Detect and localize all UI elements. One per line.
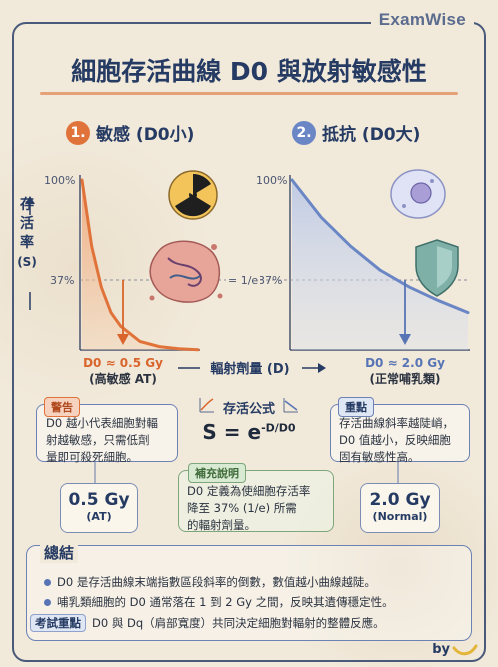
panel-right-title: 抵抗 (D0大) [322,125,421,145]
radiation-icon [168,170,218,220]
left-survival-curve [80,178,200,352]
y-axis-char-3: 率 [20,235,34,251]
keypoint-tag: 重點 [338,397,374,417]
right-y-37-label: 37% [258,274,283,287]
bullet-dot-icon [44,599,51,606]
left-y-100-label: 100% [44,174,76,187]
summary-title: 總結 [40,542,79,563]
exam-tag: 考試重點 [30,614,86,632]
warning-text: D0 越小代表細胞對輻 射越敏感，只需低劑 量即可殺死細胞。 [46,416,158,464]
page-title: 細胞存活曲線 D0 與放射敏感性 [71,57,427,86]
left-value-box: 0.5 Gy (AT) [60,483,138,533]
brand-logo: ExamWise [370,10,474,30]
left-value-main: 0.5 Gy [68,490,130,510]
supplement-box: D0 定義為使細胞存活率 降至 37% (1/e) 所需 的輻射劑量。 [178,470,334,532]
formula-base: S = e [202,420,262,444]
summary-exam-line: 考試重點 D0 與 Dq（肩部寬度）共同決定細胞對輻射的整體反應。 [30,614,385,632]
survival-formula: S = e-D/D0 [170,420,328,444]
y-axis-char-1: 存 [20,197,34,213]
right-survival-curve [290,178,470,315]
formula-exponent: -D/D0 [261,421,296,435]
panel-left-number: 1. [66,120,90,145]
panel-right-number: 2. [292,120,316,145]
byline: by [432,642,450,657]
right-d0-arrowhead [399,334,411,345]
exam-text: D0 與 Dq（肩部寬度）共同決定細胞對輻射的整體反應。 [92,616,385,630]
right-d0-description: (正常哺乳類) [369,372,441,386]
warning-box: D0 越小代表細胞對輻 射越敏感，只需低劑 量即可殺死細胞。 [36,404,178,464]
left-curve-area [82,180,198,350]
supplement-tag: 補充說明 [188,463,246,483]
y-axis-char-4: (S) [17,255,37,269]
chart-sketch-icon-right [283,398,298,413]
right-value-box: 2.0 Gy (Normal) [360,483,440,533]
panel-left-title: 敏感 (D0小) [96,125,195,145]
y-axis-char-2: 活 [20,216,34,232]
supplement-text: D0 定義為使細胞存活率 降至 37% (1/e) 所需 的輻射劑量。 [187,484,311,532]
right-d0-value: D0 ≈ 2.0 Gy [365,356,445,370]
chart-sketch-icon-left [199,398,214,413]
summary-box [26,545,472,641]
y-axis-up-arrow [25,196,35,204]
left-value-sub: (AT) [86,510,112,523]
formula-title: 存活公式 [222,402,275,417]
x-axis-label: 輻射劑量 (D) [210,362,290,377]
panel-left-heading: 1. 敏感 (D0小) [66,120,194,145]
bullet-dot-icon [44,579,51,586]
banana-icon [452,644,478,656]
right-curve-area [292,180,468,350]
x-axis-right-arrow [318,363,326,373]
warning-tag: 警告 [44,397,80,417]
right-y-100-label: 100% [256,174,288,187]
left-d0-value: D0 ≈ 0.5 Gy [83,356,163,370]
panel-right-heading: 2. 抵抗 (D0大) [292,120,420,145]
left-d0-annotation: D0 ≈ 0.5 Gy (高敏感 AT) [58,355,188,387]
left-y-37-label: 37% [50,274,75,287]
healthy-cell-icon [390,169,446,219]
summary-bullet-2: 哺乳類細胞的 D0 通常落在 1 到 2 Gy 之間，反映其遺傳穩定性。 [44,594,394,610]
page-frame [12,22,486,662]
right-value-main: 2.0 Gy [369,490,431,510]
shield-icon [415,239,459,297]
damaged-cell-dna-icon [149,240,223,303]
right-d0-annotation: D0 ≈ 2.0 Gy (正常哺乳類) [340,355,470,387]
y-axis-label: 存 活 率 (S) [16,196,38,272]
reference-1-over-e-label: = 1/e [226,274,261,287]
right-value-sub: (Normal) [372,510,428,523]
title-underline [40,92,458,95]
summary-bullet-1: D0 是存活曲線末端指數區段斜率的倒數，數值越小曲線越陡。 [44,574,376,590]
keypoint-text: 存活曲線斜率越陡峭， D0 值越小，反映細胞 固有敏感性高。 [339,416,454,464]
left-d0-description: (高敏感 AT) [89,372,157,386]
left-d0-arrowhead [117,334,129,345]
